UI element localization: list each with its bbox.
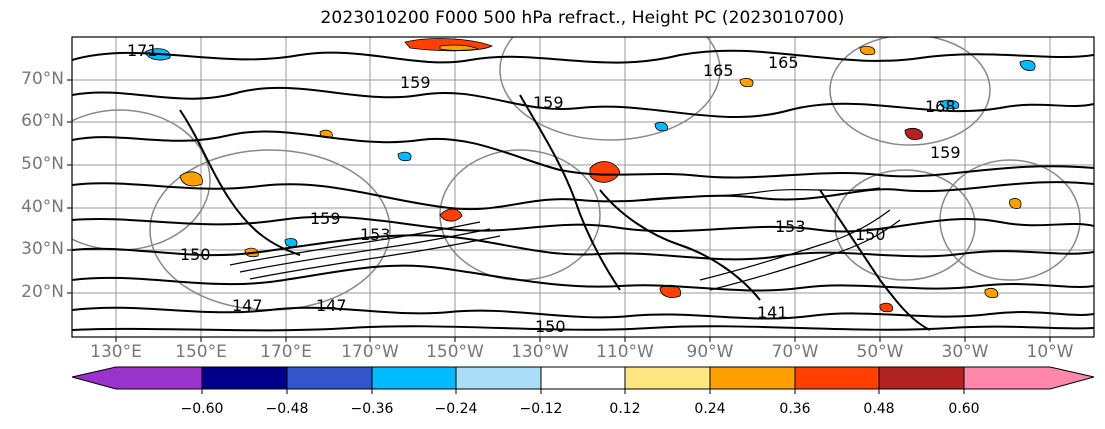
longitude-label: 130°E [90,342,142,362]
contour-label: 171 [127,41,158,60]
contour-label: 153 [775,217,806,236]
latitude-label: 50°N [21,154,64,174]
colorbar-tick-label: 0.36 [779,401,811,417]
colorbar-tick-label: 0.60 [948,401,980,417]
longitude-label: 150°W [426,342,484,362]
longitude-label: 10°W [1026,342,1074,362]
colorbar-tick-label: −0.60 [180,401,224,417]
longitude-label: 110°W [596,342,654,362]
colorbar-tick-label: −0.12 [519,401,563,417]
map-frame [71,36,1095,338]
longitude-label: 170°E [260,342,312,362]
latitude-label: 20°N [21,282,64,302]
colorbar-segment [878,366,965,390]
contour-label: 159 [310,209,341,228]
colorbar-tick-label: −0.36 [350,401,394,417]
contour-label: 153 [360,225,391,244]
colorbar-segment [624,366,711,390]
colorbar-segment [201,366,288,390]
colorbar-segment [286,366,373,390]
contour-label: 150 [855,225,886,244]
longitude-label: 90°W [686,342,734,362]
contour-label: 168 [925,97,956,116]
contour-label: 150 [535,317,566,336]
longitude-label: 170°W [341,342,399,362]
colorbar-segment [794,366,880,390]
contour-label: 150 [180,245,211,264]
refractivity-shading [144,38,1036,313]
longitude-label: 30°W [941,342,989,362]
contour-label: 159 [400,73,431,92]
colorbar-tick-label: 0.12 [609,401,641,417]
chart-title: 2023010200 F000 500 hPa refract., Height… [320,8,845,28]
height-contours [72,49,1094,332]
colorbar-segment [71,366,203,390]
contour-label: 165 [768,53,799,72]
contour-labels: 171 165 165 159 159 159 153 153 150 150 … [127,41,961,336]
colorbar-tick-label: −0.48 [265,401,309,417]
colorbar-segment [371,366,457,390]
contour-label: 159 [930,143,961,162]
contour-label: 141 [757,303,788,322]
colorbar-segment [540,366,626,390]
colorbar-tick-label: 0.24 [694,401,726,417]
colorbar [71,366,1095,390]
graticule [72,37,1094,337]
colorbar-ticks [201,389,965,394]
axis-ticks [67,79,1051,342]
latitude-label: 70°N [21,69,64,89]
latitude-label: 60°N [21,111,64,131]
colorbar-segment [963,366,1095,390]
colorbar-segment [455,366,542,390]
longitude-label: 150°E [175,342,227,362]
contour-label: 159 [533,93,564,112]
longitude-label: 70°W [771,342,819,362]
colorbar-tick-label: 0.48 [863,401,895,417]
colorbar-tick-label: −0.24 [434,401,478,417]
latitude-label: 40°N [21,197,64,217]
colorbar-segment [709,366,796,390]
longitude-label: 50°W [856,342,904,362]
fine-contours [229,187,901,291]
contour-label: 147 [232,296,263,315]
latitude-label: 30°N [21,239,64,259]
longitude-label: 130°W [511,342,569,362]
contour-label: 165 [703,61,734,80]
contour-label: 147 [316,296,347,315]
